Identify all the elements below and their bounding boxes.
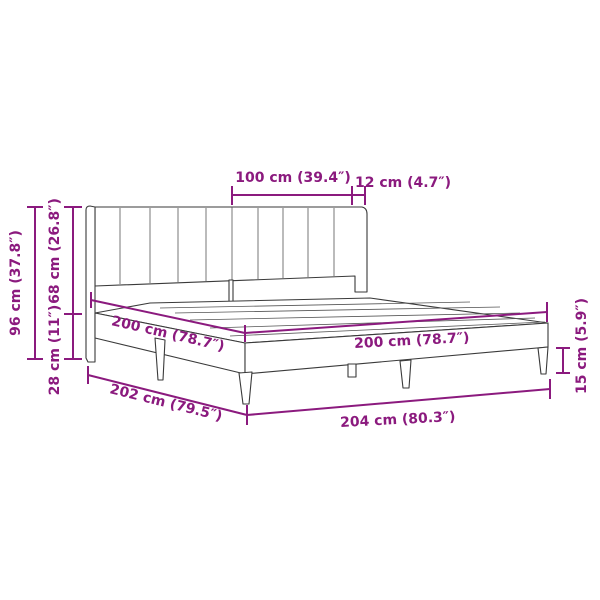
- leg: [347, 363, 357, 378]
- headboard-height-label: 68 cm (26.8″): [47, 198, 63, 304]
- leg-height-label: 15 cm (5.9″): [574, 298, 590, 394]
- leg: [154, 337, 166, 381]
- headboard-thickness-label: 12 cm (4.7″): [355, 175, 451, 191]
- total-width-label: 204 cm (80.3″): [340, 409, 456, 431]
- leg: [537, 346, 549, 375]
- leg: [399, 359, 412, 389]
- bed-illustration: [85, 205, 549, 405]
- total-length-label: 202 cm (79.5″): [108, 381, 224, 424]
- headboard: [91, 206, 368, 293]
- headboard-side-post: [85, 205, 96, 363]
- total-height-label: 96 cm (37.8″): [8, 230, 24, 336]
- leg: [238, 371, 253, 405]
- dimension-lines: [27, 186, 570, 425]
- headboard-panel-width-label: 100 cm (39.4″): [235, 170, 350, 186]
- mattress-width-label: 200 cm (78.7″): [354, 330, 470, 352]
- frame-height-label: 28 cm (11″): [47, 305, 63, 396]
